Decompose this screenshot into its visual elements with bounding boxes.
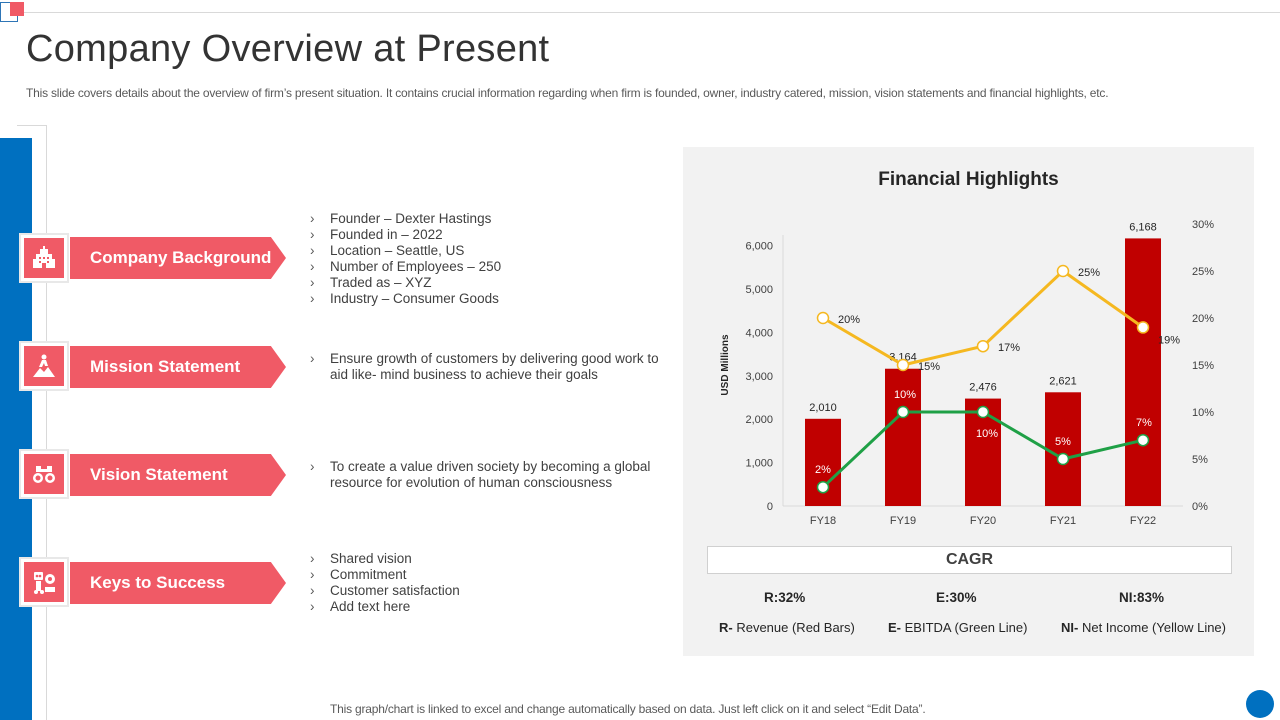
y-tick-label: 3,000 — [745, 371, 773, 383]
line-data-label: 25% — [1078, 267, 1100, 279]
legend-text: Net Income (Yellow Line) — [1078, 620, 1226, 635]
x-tick-label: FY21 — [1050, 515, 1076, 527]
vision-statement-label: Vision Statement — [70, 454, 286, 496]
top-divider — [18, 12, 1280, 13]
line-data-label: 19% — [1158, 334, 1180, 346]
keys-to-success-label: Keys to Success — [70, 562, 286, 604]
revenue-bar — [1045, 392, 1081, 506]
left-frame-top-line — [17, 125, 47, 126]
legend-text: Revenue (Red Bars) — [732, 620, 855, 635]
y-tick-label: 6,000 — [745, 241, 773, 253]
net-income-point — [1136, 321, 1150, 334]
page-title: Company Overview at Present — [26, 28, 550, 70]
line-data-label: 17% — [998, 342, 1020, 354]
line-data-label: 15% — [918, 361, 940, 373]
y-axis-title: USD Millions — [720, 334, 731, 396]
y-tick-label: 5,000 — [745, 284, 773, 296]
y-tick-label: 1,000 — [745, 458, 773, 470]
list-item: Shared vision — [310, 551, 660, 567]
bar-data-label: 6,168 — [1129, 221, 1157, 233]
list-item: To create a value driven society by beco… — [310, 459, 660, 491]
list-item: Founder – Dexter Hastings — [310, 211, 660, 227]
vision-statement-icon-box — [19, 449, 69, 499]
left-frame-line — [46, 125, 47, 720]
financial-chart[interactable]: 0 1,000 2,000 3,000 4,000 5,000 6,000 0% 5% 10% 15… — [683, 147, 1254, 547]
x-tick-label: FY20 — [970, 515, 996, 527]
vision-statement-list: To create a value driven society by beco… — [310, 459, 660, 491]
legend-ebitda: E- EBITDA (Green Line) — [888, 620, 1027, 635]
revenue-bar — [1125, 238, 1161, 506]
ebitda-point — [976, 405, 990, 419]
mission-statement-icon-box — [19, 341, 69, 391]
mission-statement-list: Ensure growth of customers by delivering… — [310, 351, 660, 383]
building-icon — [24, 238, 64, 278]
x-tick-label: FY19 — [890, 515, 916, 527]
left-accent-bar — [0, 138, 32, 720]
line-data-label: 20% — [838, 314, 860, 326]
company-background-label: Company Background — [70, 237, 286, 279]
bar-data-label: 2,621 — [1049, 375, 1077, 387]
legend-text: EBITDA (Green Line) — [901, 620, 1028, 635]
line-data-label: 10% — [894, 389, 916, 401]
list-item: Founded in – 2022 — [310, 227, 660, 243]
ebitda-point — [1136, 433, 1150, 447]
legend-net-income: NI- Net Income (Yellow Line) — [1061, 620, 1226, 635]
legend-key: E- — [888, 620, 901, 635]
list-item: Add text here — [310, 599, 660, 615]
list-item: Industry – Consumer Goods — [310, 291, 660, 307]
net-income-point — [816, 311, 830, 325]
legend-key: NI- — [1061, 620, 1079, 635]
legend-revenue: R- Revenue (Red Bars) — [719, 620, 855, 635]
net-income-point — [896, 358, 910, 372]
cagr-net-income-value: NI:83% — [1119, 590, 1165, 605]
y2-tick-label: 0% — [1192, 501, 1208, 513]
footer-note: This graph/chart is linked to excel and … — [330, 702, 926, 716]
company-background-icon-box — [19, 233, 69, 283]
line-data-label: 7% — [1136, 417, 1152, 429]
y-tick-label: 2,000 — [745, 414, 773, 426]
corner-accent-square — [10, 2, 24, 16]
binoculars-icon — [24, 454, 64, 494]
line-data-label: 10% — [976, 428, 998, 440]
y2-tick-label: 20% — [1192, 313, 1214, 325]
ebitda-point — [816, 480, 830, 494]
list-item: Location – Seattle, US — [310, 243, 660, 259]
corner-dot — [1246, 690, 1274, 718]
cagr-revenue-value: R:32% — [764, 590, 806, 605]
y2-tick-label: 15% — [1192, 360, 1214, 372]
legend-key: R- — [719, 620, 733, 635]
x-tick-label: FY18 — [810, 515, 836, 527]
y2-tick-label: 10% — [1192, 407, 1214, 419]
bar-data-label: 2,476 — [969, 382, 997, 394]
line-data-label: 2% — [815, 464, 831, 476]
net-income-point — [1056, 264, 1070, 278]
y-tick-label: 0 — [767, 501, 773, 513]
chart-title: Financial Highlights — [878, 169, 1059, 190]
list-item: Traded as – XYZ — [310, 275, 660, 291]
y2-tick-label: 30% — [1192, 219, 1214, 231]
list-item: Commitment — [310, 567, 660, 583]
list-item: Number of Employees – 250 — [310, 259, 660, 275]
keys-to-success-icon-box — [19, 557, 69, 607]
bar-data-label: 2,010 — [809, 402, 837, 414]
y2-tick-label: 25% — [1192, 266, 1214, 278]
y2-tick-label: 5% — [1192, 454, 1208, 466]
company-background-list: Founder – Dexter Hastings Founded in – 2… — [310, 211, 660, 307]
y-tick-label: 4,000 — [745, 327, 773, 339]
line-data-label: 5% — [1055, 436, 1071, 448]
cagr-ebitda-value: E:30% — [936, 590, 977, 605]
robot-gear-icon — [24, 562, 64, 602]
mountain-climber-icon — [24, 346, 64, 386]
cagr-heading: CAGR — [707, 546, 1232, 574]
mission-statement-label: Mission Statement — [70, 346, 286, 388]
ebitda-point — [1056, 452, 1070, 466]
x-tick-label: FY22 — [1130, 515, 1156, 527]
net-income-point — [976, 339, 990, 353]
page-subtitle: This slide covers details about the over… — [26, 86, 1109, 100]
revenue-bar — [885, 368, 921, 506]
keys-to-success-list: Shared vision Commitment Customer satisf… — [310, 551, 660, 615]
list-item: Customer satisfaction — [310, 583, 660, 599]
list-item: Ensure growth of customers by delivering… — [310, 351, 660, 383]
ebitda-point — [896, 405, 910, 419]
